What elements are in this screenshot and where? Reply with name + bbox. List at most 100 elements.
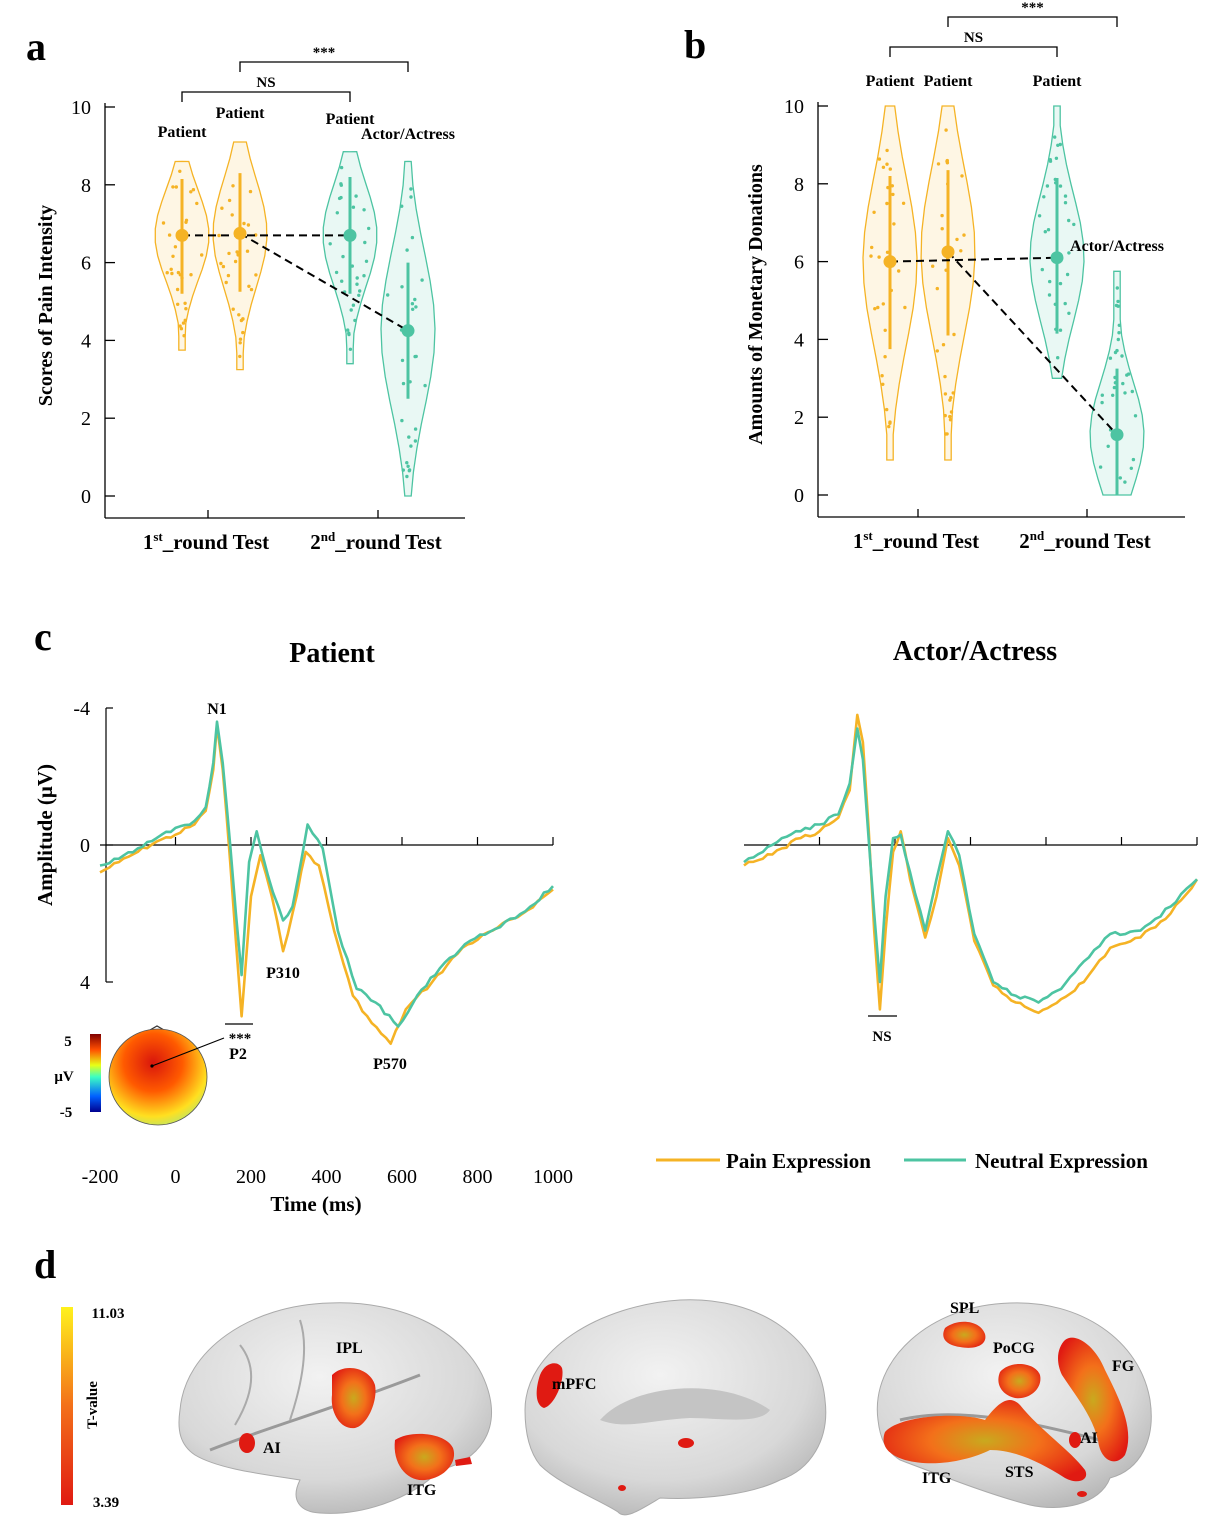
activation-right-bottom [1077, 1491, 1087, 1497]
data-point [1116, 299, 1120, 304]
erp-y-axis-label: Amplitude (μV) [33, 764, 57, 906]
x-tick-label: 1st_round Test [853, 528, 979, 553]
erp-title-patient: Patient [289, 638, 375, 669]
data-point [406, 464, 410, 468]
mean-point [883, 255, 897, 269]
data-point [410, 235, 415, 240]
significance-label: NS [256, 75, 275, 91]
data-point [170, 271, 174, 276]
data-point [948, 418, 953, 422]
x-tick-label: 800 [463, 1166, 493, 1188]
data-point [1058, 328, 1063, 332]
data-point [238, 341, 242, 345]
data-point [935, 349, 939, 353]
data-point [949, 410, 954, 414]
data-point [348, 347, 353, 351]
data-point [423, 383, 427, 388]
data-point [1100, 393, 1105, 397]
activation-ai-left [239, 1433, 255, 1453]
data-point [1123, 391, 1127, 395]
tvalue-colorbar-min: 3.39 [93, 1495, 119, 1511]
data-point [248, 189, 253, 194]
region-label-itg-left: ITG [407, 1482, 437, 1499]
erp-line-pain [99, 723, 554, 1045]
data-point [1118, 476, 1123, 480]
region-label-ai-right: AI [1080, 1430, 1098, 1447]
data-point [401, 381, 406, 386]
data-point [885, 162, 889, 166]
data-point [948, 414, 952, 419]
data-point [877, 157, 882, 161]
brain-sulcus-2 [289, 1319, 306, 1421]
mean-point [343, 228, 357, 242]
legend-label-pain: Pain Expression [726, 1149, 871, 1173]
data-point [400, 204, 404, 208]
data-point [897, 269, 901, 273]
data-point [1116, 304, 1120, 308]
activation-pocg [998, 1364, 1041, 1399]
significance-bracket [181, 91, 351, 102]
data-point [951, 391, 955, 395]
region-label-pocg: PoCG [993, 1340, 1035, 1357]
data-point [1115, 286, 1120, 290]
erp-line-neutral [99, 720, 554, 1028]
data-point [883, 355, 887, 359]
data-point [887, 424, 891, 429]
data-point [1130, 389, 1135, 394]
data-point [364, 259, 369, 263]
data-point [400, 358, 405, 363]
data-point [355, 276, 359, 280]
data-point [885, 148, 889, 153]
data-point [1111, 393, 1115, 397]
data-point [1108, 356, 1113, 360]
legend-label-neutral: Neutral Expression [975, 1149, 1148, 1173]
data-point [254, 273, 258, 277]
data-point [420, 278, 424, 282]
data-point [873, 307, 877, 311]
y-tick-label: 4 [81, 330, 91, 352]
panel-letter-a: a [26, 24, 46, 69]
tvalue-colorbar [61, 1307, 73, 1505]
component-label: N1 [207, 701, 227, 718]
data-point [347, 331, 351, 335]
data-point [183, 318, 187, 322]
data-point [885, 250, 890, 254]
y-tick-label: 2 [794, 407, 804, 429]
data-point [1058, 184, 1063, 188]
data-point [1106, 444, 1110, 448]
data-point [165, 271, 169, 275]
brain-medial: mPFC [524, 1299, 827, 1516]
x-tick-label: 1000 [533, 1166, 573, 1188]
data-point [1058, 281, 1063, 286]
activation-itg-sts-right [883, 1400, 1087, 1482]
activation-itg-left [394, 1433, 455, 1481]
significance-label: *** [313, 45, 336, 61]
data-point [410, 302, 415, 306]
data-point [931, 264, 935, 268]
data-point [943, 392, 948, 396]
data-point [221, 264, 226, 269]
data-point [880, 374, 884, 378]
data-point [409, 195, 413, 199]
y-tick-label: 10 [71, 97, 91, 119]
data-point [405, 248, 409, 252]
activation-mpfc [536, 1363, 563, 1408]
data-point [184, 307, 188, 311]
data-point [944, 128, 948, 132]
significance-label: *** [229, 1031, 252, 1047]
y-tick-label: 0 [81, 486, 91, 508]
data-point [1129, 466, 1134, 470]
data-point [245, 249, 250, 253]
activation-medial-small [678, 1438, 694, 1448]
data-point [1098, 465, 1103, 469]
data-point [870, 245, 874, 250]
data-point [174, 185, 178, 189]
data-point [1100, 400, 1104, 405]
data-point [1063, 301, 1067, 306]
panel-letter-b: b [684, 22, 706, 67]
data-point [885, 201, 889, 206]
data-point [405, 461, 409, 465]
mean-connector [889, 256, 1058, 263]
group-label: Actor/Actress [1070, 238, 1164, 255]
data-point [363, 240, 367, 245]
